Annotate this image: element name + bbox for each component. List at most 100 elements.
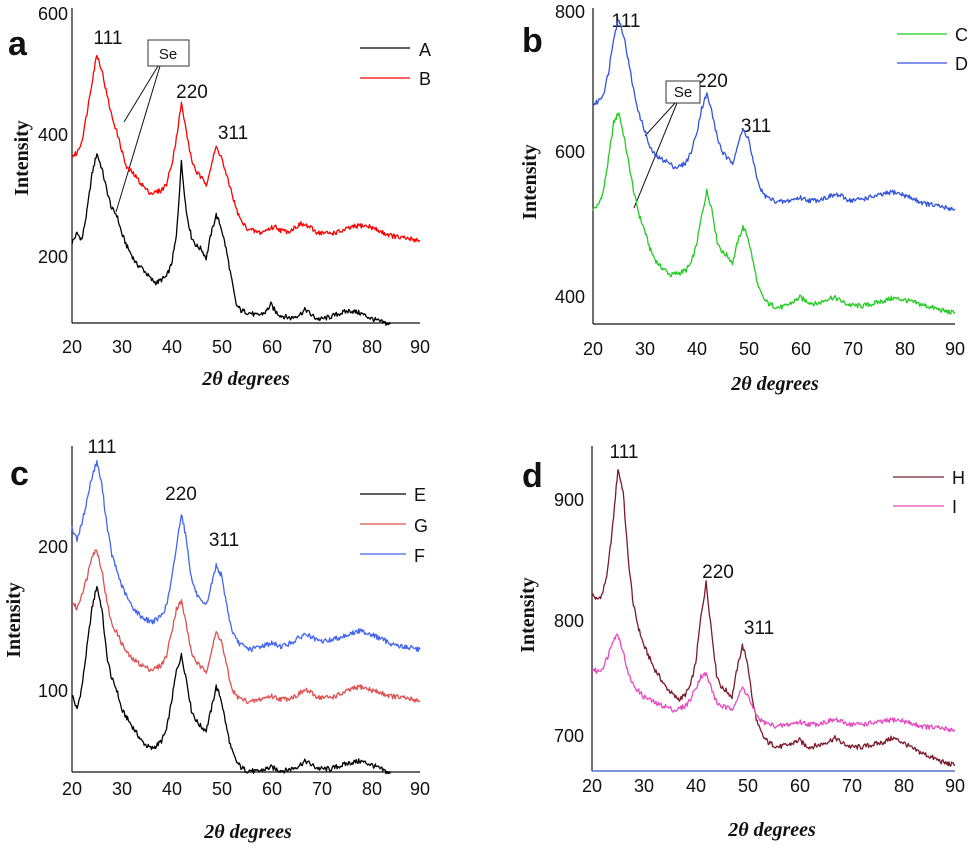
x-tick: 30 xyxy=(634,776,654,796)
se-pointer-line xyxy=(123,65,159,123)
chart-b xyxy=(592,8,956,325)
legend-label-E: E xyxy=(414,485,426,505)
legend-label-I: I xyxy=(952,497,957,517)
x-tick: 30 xyxy=(112,779,132,799)
se-annotation-box xyxy=(147,39,190,67)
panel-a-labels: a 20 30 40 50 60 70 80 90 200 400 600 2θ… xyxy=(8,4,431,390)
series-E-line xyxy=(71,585,391,775)
panel-d-labels: d 20 30 40 50 60 70 80 90 700 800 900 2θ… xyxy=(517,442,965,841)
y-tick: 700 xyxy=(554,726,584,746)
chart-d xyxy=(591,446,956,772)
series-H-line xyxy=(591,468,956,767)
x-tick: 70 xyxy=(312,337,332,357)
x-tick: 40 xyxy=(162,779,182,799)
x-tick: 90 xyxy=(945,776,965,796)
y-tick: 600 xyxy=(38,4,68,24)
x-tick: 70 xyxy=(312,779,332,799)
x-tick: 50 xyxy=(738,776,758,796)
x-tick: 20 xyxy=(583,339,603,359)
se-annotation-text: Se xyxy=(159,46,177,63)
panel-label-c: c xyxy=(10,455,29,493)
chart-a xyxy=(71,8,421,326)
legend-label-F: F xyxy=(414,546,425,566)
y-tick: 800 xyxy=(555,2,585,22)
peak-label-111: 111 xyxy=(612,11,641,32)
legend-label-A: A xyxy=(419,40,431,60)
series-F-line xyxy=(71,460,421,653)
x-tick: 60 xyxy=(262,779,282,799)
y-axis-label: Intensity xyxy=(3,582,25,658)
peak-label-311: 311 xyxy=(741,116,771,137)
chart-c xyxy=(71,446,421,775)
y-axis-label: Intensity xyxy=(519,144,541,220)
peak-label-220: 220 xyxy=(696,71,728,92)
x-axis-label: 2θ degrees xyxy=(201,368,290,390)
x-tick: 20 xyxy=(582,776,602,796)
peak-label-111: 111 xyxy=(94,28,123,49)
y-tick: 600 xyxy=(555,142,585,162)
x-tick: 20 xyxy=(62,337,82,357)
y-tick: 200 xyxy=(38,247,68,267)
se-pointer-line xyxy=(644,102,676,137)
x-axis-label: 2θ degrees xyxy=(727,819,816,841)
se-pointer-line xyxy=(115,65,161,213)
series-I-line xyxy=(591,633,956,733)
legend-label-C: C xyxy=(955,25,968,45)
y-axis-label: Intensity xyxy=(11,120,33,196)
y-tick: 800 xyxy=(554,611,584,631)
panel-c-labels: c 20 30 40 50 60 70 80 90 100 200 2θ deg… xyxy=(3,437,430,843)
peak-label-311: 311 xyxy=(218,123,248,144)
se-annotation-text: Se xyxy=(674,84,692,101)
legend-label-H: H xyxy=(952,468,965,488)
x-tick: 60 xyxy=(791,339,811,359)
x-tick: 60 xyxy=(790,776,810,796)
x-tick: 60 xyxy=(262,337,282,357)
y-axis-label: Intensity xyxy=(517,577,539,653)
peak-label-311: 311 xyxy=(744,618,774,639)
y-tick: 900 xyxy=(554,490,584,510)
legend-label-G: G xyxy=(414,516,428,536)
series-B-line xyxy=(71,54,421,243)
x-tick: 90 xyxy=(410,337,430,357)
x-tick: 40 xyxy=(687,339,707,359)
legend-label-D: D xyxy=(955,54,968,74)
series-C-line xyxy=(592,112,955,315)
x-tick: 80 xyxy=(362,337,382,357)
x-tick: 70 xyxy=(843,339,863,359)
series-A-line xyxy=(71,153,391,326)
x-tick: 80 xyxy=(895,339,915,359)
x-tick: 40 xyxy=(162,337,182,357)
panel-b-labels: b 20 30 40 50 60 70 80 90 400 600 800 2θ… xyxy=(519,2,968,395)
series-D-line xyxy=(592,19,956,212)
x-tick: 50 xyxy=(212,337,232,357)
x-tick: 50 xyxy=(212,779,232,799)
x-tick: 30 xyxy=(112,337,132,357)
x-axis-label: 2θ degrees xyxy=(203,821,292,843)
x-tick: 90 xyxy=(945,339,965,359)
x-tick: 70 xyxy=(842,776,862,796)
x-tick: 80 xyxy=(362,779,382,799)
x-tick: 20 xyxy=(62,779,82,799)
peak-label-311: 311 xyxy=(209,530,239,551)
y-tick: 200 xyxy=(38,537,68,557)
panel-label-a: a xyxy=(8,25,28,63)
peak-label-220: 220 xyxy=(165,484,197,505)
legend-label-B: B xyxy=(419,69,431,89)
x-tick: 50 xyxy=(739,339,759,359)
y-tick: 400 xyxy=(555,287,585,307)
peak-label-111: 111 xyxy=(610,442,639,463)
se-annotation-box xyxy=(665,80,701,104)
peak-label-111: 111 xyxy=(88,437,117,458)
peak-label-220: 220 xyxy=(176,82,208,103)
panel-label-d: d xyxy=(522,457,543,495)
panel-label-b: b xyxy=(522,22,543,60)
y-tick: 100 xyxy=(38,681,68,701)
x-tick: 40 xyxy=(686,776,706,796)
series-G-line xyxy=(71,549,421,705)
x-tick: 90 xyxy=(410,779,430,799)
y-tick: 400 xyxy=(38,125,68,145)
x-axis-label: 2θ degrees xyxy=(730,373,819,395)
peak-label-220: 220 xyxy=(702,562,734,583)
x-tick: 30 xyxy=(635,339,655,359)
